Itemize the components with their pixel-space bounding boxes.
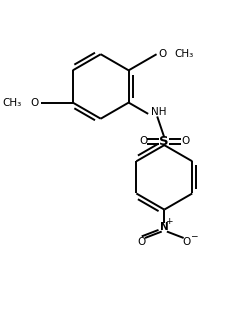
Text: N: N [159, 222, 168, 232]
Text: S: S [159, 135, 168, 148]
Text: CH₃: CH₃ [2, 98, 21, 107]
Text: O: O [182, 237, 190, 247]
Text: O: O [31, 98, 39, 107]
Text: O: O [180, 136, 189, 146]
Text: O: O [137, 237, 145, 247]
Text: O: O [158, 49, 166, 59]
Text: +: + [164, 218, 171, 226]
Text: O: O [139, 136, 147, 146]
Text: −: − [189, 231, 197, 240]
Text: CH₃: CH₃ [173, 49, 193, 59]
Text: NH: NH [150, 107, 166, 117]
